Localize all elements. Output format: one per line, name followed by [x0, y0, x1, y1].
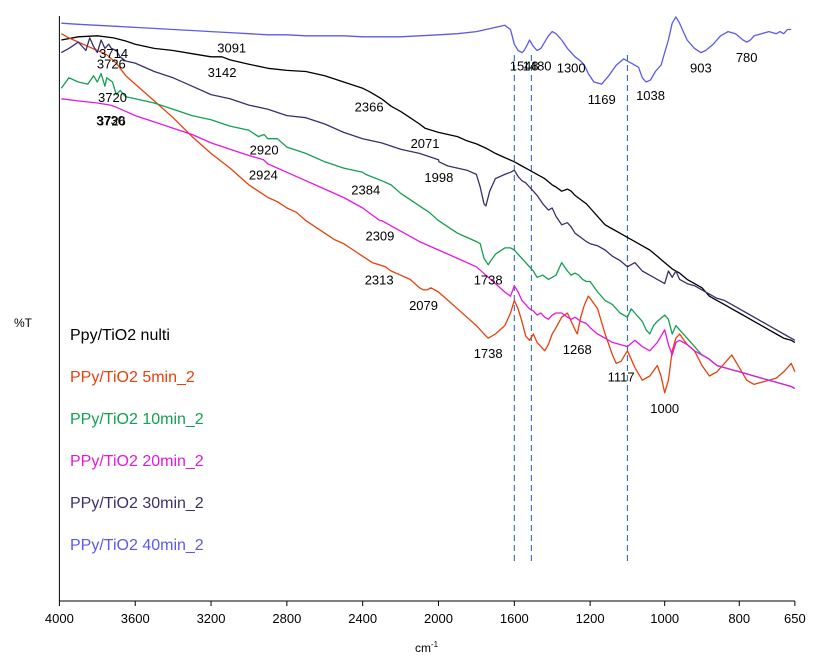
peak-label: 3730: [96, 113, 125, 128]
x-tick-label: 1000: [650, 611, 679, 626]
peak-label: 3726: [97, 113, 126, 128]
series-line-1: [61, 35, 796, 343]
peak-label: 3091: [217, 41, 246, 56]
peak-label: 2309: [365, 229, 394, 244]
peak-label: 1480: [523, 59, 552, 74]
chart-series: [60, 16, 796, 394]
x-axis-unit-sup: -1: [431, 640, 439, 649]
peak-label: 3726: [97, 56, 126, 71]
x-axis-label: cm-1: [415, 640, 439, 655]
x-tick-label: 1200: [576, 611, 605, 626]
peak-label: 1738: [474, 273, 503, 288]
peak-label: 1548: [510, 59, 539, 74]
peak-label: 2924: [249, 168, 278, 183]
x-tick-label: 650: [784, 611, 806, 626]
x-tick-label: 3200: [197, 611, 226, 626]
legend-entry-4: PPy/TiO2 20min_2: [70, 453, 204, 470]
x-tick-labels: 4000 3600 3200 2800 2400 2000 1600 1200 1000 800 6…: [45, 601, 806, 626]
series-line-4: [61, 98, 796, 390]
x-tick-label: 1600: [500, 611, 529, 626]
x-tick-label: 2000: [424, 611, 453, 626]
series-line-6: [61, 16, 792, 85]
x-tick-label: 4000: [45, 611, 74, 626]
peak-label: 1169: [588, 92, 616, 107]
x-tick-label: 3600: [121, 611, 150, 626]
peak-label: 3142: [208, 65, 237, 80]
legend-entry-5: PPy/TiO2 30min_2: [70, 495, 204, 512]
peak-label: 903: [690, 61, 712, 76]
peak-label: 780: [736, 50, 758, 65]
x-tick-label: 2400: [348, 611, 377, 626]
x-axis-unit: cm: [415, 641, 431, 655]
peak-label: 2384: [351, 182, 380, 197]
legend-entry-6: PPy/TiO2 40min_2: [70, 537, 204, 554]
peak-label: 1000: [650, 401, 679, 416]
series-line-3: [60, 72, 796, 390]
peak-label: 3720: [98, 90, 127, 105]
peak-label: 2071: [411, 136, 440, 151]
peak-label: 1738: [474, 346, 503, 361]
peak-label: 3714: [99, 46, 128, 61]
peak-label: 2079: [409, 298, 438, 313]
peak-label: 1998: [424, 170, 453, 185]
legend-entry-2: PPy/TiO2 5min_2: [70, 369, 195, 386]
peak-label: 1117: [608, 369, 635, 384]
peak-label: 2313: [365, 273, 394, 288]
legend: Ppy/TiO2 nulti PPy/TiO2 5min_2 PPy/TiO2 10…: [70, 327, 204, 554]
x-tick-label: 800: [728, 611, 750, 626]
legend-entry-1: Ppy/TiO2 nulti: [70, 327, 170, 344]
peak-label: 2920: [250, 143, 279, 158]
series-line-2: [60, 33, 796, 394]
peak-label: 1038: [636, 88, 665, 103]
peak-label: 2366: [355, 99, 384, 114]
series-line-5: [60, 37, 796, 341]
y-axis-label: %T: [14, 316, 33, 330]
chart-axes: [58, 16, 795, 602]
peak-label: 1300: [557, 61, 586, 76]
x-tick-label: 2800: [272, 611, 301, 626]
legend-entry-3: PPy/TiO2 10min_2: [70, 411, 204, 428]
peak-label: 1268: [563, 342, 592, 357]
